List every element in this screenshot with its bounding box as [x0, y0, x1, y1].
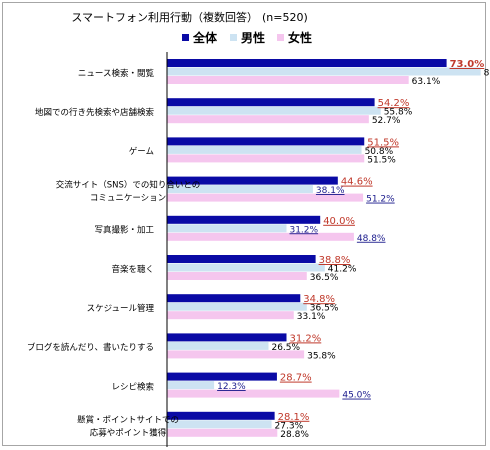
value-label-1-3: 38.1% [316, 186, 345, 196]
bar-0-0 [167, 59, 447, 67]
value-label-2-1: 52.7% [372, 116, 401, 126]
value-label-1-1: 55.8% [384, 108, 413, 118]
bars-layer [167, 59, 481, 437]
category-label-7: ブログを読んだり、書いたりする [27, 342, 154, 353]
value-label-1-4: 31.2% [289, 225, 318, 235]
bar-1-7 [167, 341, 269, 350]
bar-2-8 [167, 389, 340, 398]
bar-1-5 [167, 263, 325, 272]
value-label-0-3: 44.6% [341, 177, 373, 188]
value-label-1-5: 41.2% [328, 265, 357, 275]
bar-1-0 [167, 67, 481, 76]
value-label-2-7: 35.8% [307, 351, 336, 361]
bar-1-9 [167, 420, 272, 429]
category-labels-layer: ニュース検索・閲覧地図での行き先検索や店舗検索ゲーム交流サイト（SNS）での知り… [27, 68, 200, 439]
value-label-1-0: 81.9% [484, 69, 490, 79]
bar-2-6 [167, 311, 294, 320]
category-label-1: 地図での行き先検索や店舗検索 [35, 107, 154, 118]
category-label-2: ゲーム [129, 146, 154, 157]
bar-1-3 [167, 185, 313, 194]
chart-title: スマートフォン利用行動（複数回答） [71, 10, 258, 24]
legend: 全体 男性 女性 [182, 30, 312, 45]
category-label-8: レシピ検索 [111, 381, 154, 392]
bar-0-3 [167, 176, 338, 185]
bar-2-9 [167, 428, 278, 437]
value-label-0-1: 54.2% [378, 98, 410, 109]
bar-0-6 [167, 294, 301, 303]
value-label-1-6: 36.5% [310, 304, 339, 314]
bar-2-4 [167, 232, 354, 241]
bar-0-1 [167, 98, 375, 107]
legend-label-2: 女性 [288, 30, 312, 45]
bar-0-7 [167, 333, 287, 342]
value-label-0-7: 31.2% [289, 333, 321, 344]
value-label-0-0: 73.0% [450, 59, 485, 70]
category-label-0: ニュース検索・閲覧 [78, 68, 155, 79]
bar-1-2 [167, 145, 362, 154]
value-label-2-2: 51.5% [367, 155, 396, 165]
bar-0-4 [167, 215, 321, 224]
value-label-2-0: 63.1% [412, 77, 441, 87]
bar-2-1 [167, 115, 369, 124]
bar-2-2 [167, 154, 365, 163]
value-label-0-9: 28.1% [278, 412, 310, 423]
bar-2-7 [167, 350, 305, 359]
bar-2-3 [167, 193, 364, 202]
bar-2-5 [167, 272, 307, 280]
value-label-0-8: 28.7% [280, 373, 312, 384]
value-label-1-8: 12.3% [217, 382, 246, 392]
bar-0-8 [167, 372, 277, 381]
value-label-2-3: 51.2% [366, 195, 395, 205]
category-label-9-line-1: 応募やポイント獲得 [90, 428, 167, 439]
category-label-3-line-1: コミュニケーション [90, 193, 166, 203]
value-label-2-4: 48.8% [357, 234, 386, 244]
value-label-0-5: 38.8% [319, 255, 351, 266]
chart-subtitle: (n=520) [262, 11, 308, 24]
legend-swatch-2 [277, 34, 284, 41]
value-label-0-4: 40.0% [323, 216, 355, 227]
value-label-1-2: 50.8% [365, 147, 394, 157]
value-label-2-8: 45.0% [342, 391, 371, 401]
category-label-3-line-0: 交流サイト（SNS）での知り合いとの [56, 179, 201, 190]
value-label-2-6: 33.1% [297, 312, 326, 322]
bar-0-5 [167, 255, 316, 263]
legend-label-1: 男性 [241, 30, 265, 45]
bar-1-4 [167, 224, 287, 233]
bar-1-6 [167, 302, 307, 311]
category-label-9-line-0: 懸賞・ポイントサイトでの [77, 415, 179, 426]
value-label-2-9: 28.8% [280, 430, 309, 440]
bar-2-0 [167, 76, 409, 84]
legend-swatch-1 [230, 34, 237, 41]
legend-label-0: 全体 [192, 30, 218, 45]
value-label-2-5: 36.5% [310, 273, 339, 283]
category-label-6: スケジュール管理 [87, 303, 155, 314]
category-label-5: 音楽を聴く [111, 264, 154, 275]
bar-0-2 [167, 137, 365, 146]
bar-1-1 [167, 106, 381, 115]
value-label-1-9: 27.3% [275, 421, 304, 431]
category-label-4: 写真撮影・加工 [94, 225, 154, 236]
value-label-0-2: 51.5% [367, 137, 399, 148]
legend-swatch-0 [182, 34, 189, 41]
value-label-1-7: 26.5% [271, 343, 300, 353]
value-label-0-6: 34.8% [303, 294, 335, 305]
bar-1-8 [167, 381, 215, 390]
value-labels-layer: 73.0%81.9% 63.1% 54.2%55.8%52.7% 51.5%50.8%… [217, 59, 490, 440]
bar-0-9 [167, 411, 275, 420]
